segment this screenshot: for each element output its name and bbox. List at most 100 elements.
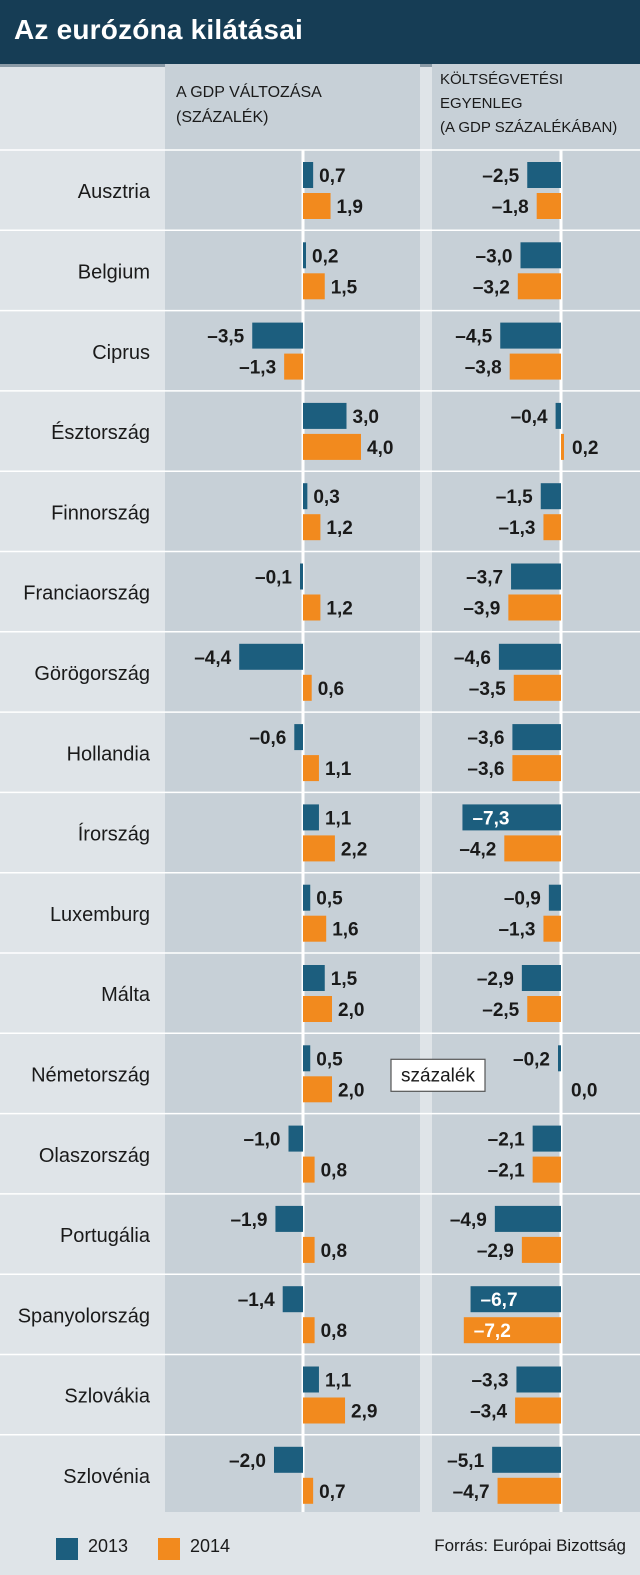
gdp-value-label-2014: 1,2 — [326, 599, 352, 620]
budget-bar-2013 — [532, 1125, 561, 1152]
budget-bar-2014 — [561, 433, 564, 460]
budget-bar-2014 — [532, 1156, 561, 1183]
gdp-bar-2013 — [303, 965, 325, 991]
legend-label-2013: 2013 — [88, 1536, 129, 1556]
budget-value-label-2014: –3,6 — [467, 759, 504, 780]
budget-value-label-2013: –3,3 — [471, 1371, 508, 1392]
category-label: Málta — [101, 984, 151, 1006]
gdp-bar-2014 — [303, 433, 361, 460]
budget-value-label-2014: 0,2 — [572, 438, 598, 459]
gdp-bar-2014 — [303, 915, 327, 942]
budget-value-label-2013: –4,6 — [454, 648, 491, 669]
gdp-bar-2014 — [284, 353, 303, 380]
budget-value-label-2014: –2,5 — [482, 1000, 519, 1021]
budget-value-label-2013: –4,5 — [455, 327, 492, 348]
gdp-bar-2013 — [303, 884, 311, 911]
gdp-bar-2013 — [288, 1125, 303, 1152]
budget-header-line: KÖLTSÉGVETÉSI — [440, 70, 563, 88]
budget-value-label-2014: –3,9 — [463, 599, 500, 620]
budget-bar-2014 — [497, 1477, 561, 1504]
budget-value-label-2014: –3,5 — [469, 679, 506, 700]
gdp-value-label-2013: –1,0 — [244, 1130, 281, 1151]
gdp-bar-2013 — [274, 1446, 303, 1473]
budget-value-label-2013: –6,7 — [481, 1290, 518, 1311]
budget-bar-2014 — [513, 674, 561, 701]
gdp-value-label-2014: 0,8 — [321, 1161, 347, 1182]
gdp-value-label-2013: –1,4 — [238, 1290, 275, 1311]
gdp-bar-2014 — [303, 193, 331, 219]
gdp-bar-2013 — [303, 1045, 311, 1072]
budget-value-label-2014: –4,2 — [459, 839, 496, 860]
gdp-value-label-2013: –0,6 — [249, 728, 286, 749]
budget-value-label-2013: –3,6 — [467, 728, 504, 749]
budget-bar-2013 — [512, 724, 561, 751]
gdp-value-label-2014: 1,6 — [332, 920, 358, 941]
budget-value-label-2014: –2,1 — [488, 1161, 525, 1182]
gdp-bar-2013 — [282, 1286, 303, 1313]
budget-bar-2013 — [492, 1446, 561, 1473]
gdp-value-label-2014: 1,5 — [331, 277, 358, 298]
gdp-bar-2013 — [303, 483, 308, 510]
budget-bar-2014 — [512, 755, 561, 782]
budget-value-label-2014: –1,3 — [498, 920, 535, 941]
category-label: Észtország — [51, 421, 150, 444]
source-note: Forrás: Európai Bizottság — [434, 1536, 626, 1555]
budget-bar-2013 — [470, 1286, 561, 1313]
budget-bar-2013 — [511, 563, 561, 590]
category-label: Franciaország — [23, 583, 150, 605]
category-label: Németország — [31, 1064, 150, 1086]
gdp-bar-2014 — [303, 1156, 315, 1183]
budget-bar-2014 — [517, 273, 561, 300]
gdp-value-label-2014: 0,8 — [321, 1241, 347, 1262]
gdp-value-label-2014: 0,6 — [318, 679, 344, 700]
gdp-value-label-2013: –2,0 — [229, 1451, 266, 1472]
budget-value-label-2014: –2,9 — [477, 1241, 514, 1262]
gdp-value-label-2013: 0,2 — [312, 246, 338, 267]
gdp-bar-2013 — [239, 643, 303, 670]
budget-bar-2014 — [463, 1317, 561, 1344]
gdp-bar-2013 — [303, 1366, 319, 1393]
gdp-value-label-2013: 1,5 — [331, 969, 358, 990]
budget-value-label-2014: –3,8 — [465, 358, 502, 379]
gdp-value-label-2013: –4,4 — [194, 648, 231, 669]
gdp-value-label-2013: 1,1 — [325, 1371, 352, 1392]
budget-value-label-2013: –7,3 — [472, 808, 509, 829]
gdp-bar-2014 — [303, 1317, 315, 1344]
gdp-bar-2014 — [303, 1397, 346, 1424]
category-label: Szlovénia — [63, 1466, 151, 1488]
gdp-bar-2014 — [303, 1076, 332, 1103]
category-label: Finnország — [51, 502, 150, 524]
budget-value-label-2013: –3,7 — [466, 568, 503, 589]
budget-bar-2014 — [515, 1397, 561, 1424]
gdp-value-label-2013: 0,5 — [316, 1049, 343, 1070]
budget-bar-2014 — [543, 514, 561, 541]
budget-bar-2013 — [500, 322, 561, 349]
gdp-value-label-2014: 2,0 — [338, 1080, 364, 1101]
category-label: Hollandia — [67, 743, 151, 765]
gdp-value-label-2014: 2,0 — [338, 1000, 364, 1021]
budget-bar-2013 — [498, 643, 561, 670]
gdp-panel-bg — [165, 64, 420, 1512]
gdp-value-label-2014: 1,1 — [325, 759, 352, 780]
gdp-value-label-2014: 0,7 — [319, 1482, 345, 1503]
gdp-header-line: (SZÁZALÉK) — [176, 107, 268, 126]
category-label: Szlovákia — [64, 1386, 150, 1408]
gdp-header-line: A GDP VÁLTOZÁSA — [176, 82, 322, 101]
budget-bar-2013 — [540, 483, 561, 510]
gdp-value-label-2013: 0,7 — [319, 166, 345, 187]
gdp-value-label-2014: 1,2 — [326, 518, 352, 539]
budget-bar-2014 — [509, 353, 561, 380]
budget-bar-2013 — [555, 402, 561, 429]
title-bar: Az eurózóna kilátásai — [0, 0, 640, 64]
category-label: Luxemburg — [50, 904, 150, 926]
budget-value-label-2014: –1,8 — [492, 197, 529, 218]
category-label: Görögország — [34, 663, 150, 685]
budget-value-label-2014: –7,2 — [474, 1321, 511, 1342]
category-label: Belgium — [78, 261, 150, 283]
budget-value-label-2014: 0,0 — [571, 1080, 597, 1101]
budget-bar-2013 — [462, 804, 561, 831]
gdp-value-label-2013: 0,3 — [313, 487, 339, 508]
budget-value-label-2013: –3,0 — [476, 246, 513, 267]
budget-value-label-2013: –0,2 — [513, 1049, 550, 1070]
legend-swatch-2014 — [158, 1538, 180, 1560]
